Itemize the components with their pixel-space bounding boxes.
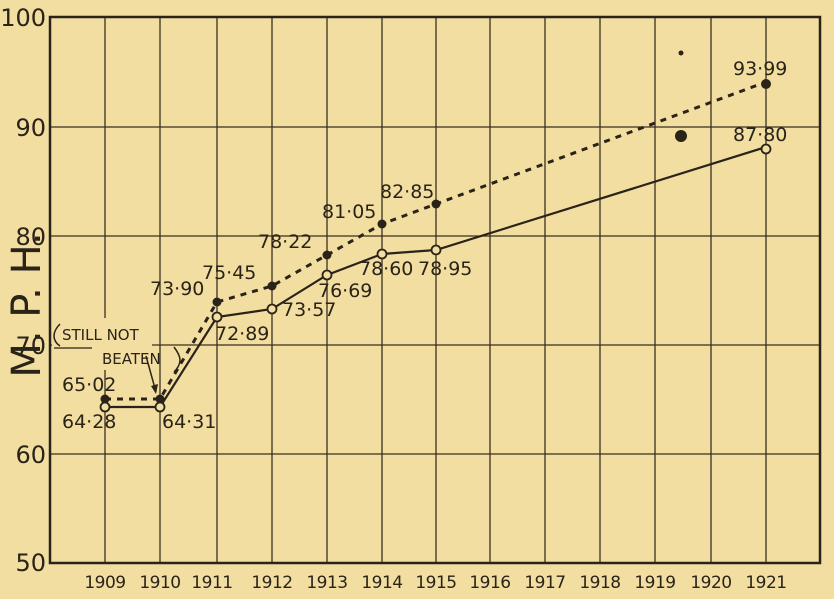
annotation-line1: STILL NOT xyxy=(62,326,140,344)
ytick-80: 80 xyxy=(15,223,46,251)
label-upper-1914: 81·05 xyxy=(322,201,376,223)
xtick-1912: 1912 xyxy=(251,573,292,593)
vertical-gridlines xyxy=(104,17,767,563)
label-upper-1912: 75·45 xyxy=(202,262,256,284)
label-lower-1909: 64·28 xyxy=(62,411,116,433)
stray-dot-small xyxy=(678,50,684,56)
xtick-1917: 1917 xyxy=(524,573,565,593)
label-lower-1912: 73·57 xyxy=(282,299,336,321)
xtick-1919: 1919 xyxy=(634,573,675,593)
upper-series-markers xyxy=(100,79,771,404)
y-axis-ticks: 50 60 70 80 90 100 xyxy=(0,4,46,577)
xtick-1911: 1911 xyxy=(191,573,232,593)
lower-series-labels: 64·28 64·31 72·89 73·57 76·69 78·60 78·9… xyxy=(62,124,787,433)
label-lower-1915: 78·95 xyxy=(418,258,472,280)
ytick-70: 70 xyxy=(15,332,46,360)
label-lower-1913: 76·69 xyxy=(318,280,372,302)
xtick-1914: 1914 xyxy=(361,573,402,593)
label-lower-1910: 64·31 xyxy=(162,411,216,433)
label-lower-1921: 87·80 xyxy=(733,124,787,146)
stray-dot-large xyxy=(675,130,687,142)
xtick-1913: 1913 xyxy=(306,573,347,593)
xtick-1909: 1909 xyxy=(84,573,125,593)
ytick-100: 100 xyxy=(0,4,46,32)
xtick-1918: 1918 xyxy=(579,573,620,593)
x-axis-ticks: 1909 1910 1911 1912 1913 1914 1915 1916 … xyxy=(84,573,787,593)
label-upper-1921: 93·99 xyxy=(733,58,787,80)
annotation-line2: BEATEN xyxy=(102,350,161,368)
upper-series-line xyxy=(105,80,767,401)
y-axis-label: M. P. H. xyxy=(4,232,50,377)
label-upper-1911: 73·90 xyxy=(150,278,204,300)
ytick-50: 50 xyxy=(15,549,46,577)
label-upper-1913: 78·22 xyxy=(258,231,312,253)
upper-series-labels: 65·02 73·90 75·45 78·22 81·05 82·85 93·9… xyxy=(62,58,787,396)
plot-frame xyxy=(48,15,822,565)
xtick-1916: 1916 xyxy=(469,573,510,593)
label-lower-1914: 78·60 xyxy=(359,258,413,280)
xtick-1915: 1915 xyxy=(415,573,456,593)
label-lower-1911: 72·89 xyxy=(215,323,269,345)
ytick-60: 60 xyxy=(15,441,46,469)
ytick-90: 90 xyxy=(15,114,46,142)
label-upper-1909: 65·02 xyxy=(62,374,116,396)
xtick-1920: 1920 xyxy=(690,573,731,593)
lower-series-line xyxy=(105,145,767,409)
label-upper-1915: 82·85 xyxy=(380,181,434,203)
still-not-beaten-annotation: STILL NOT BEATEN xyxy=(52,318,181,394)
horizontal-gridlines xyxy=(50,126,820,455)
xtick-1921: 1921 xyxy=(745,573,786,593)
xtick-1910: 1910 xyxy=(139,573,180,593)
lower-series-markers xyxy=(99,143,772,413)
